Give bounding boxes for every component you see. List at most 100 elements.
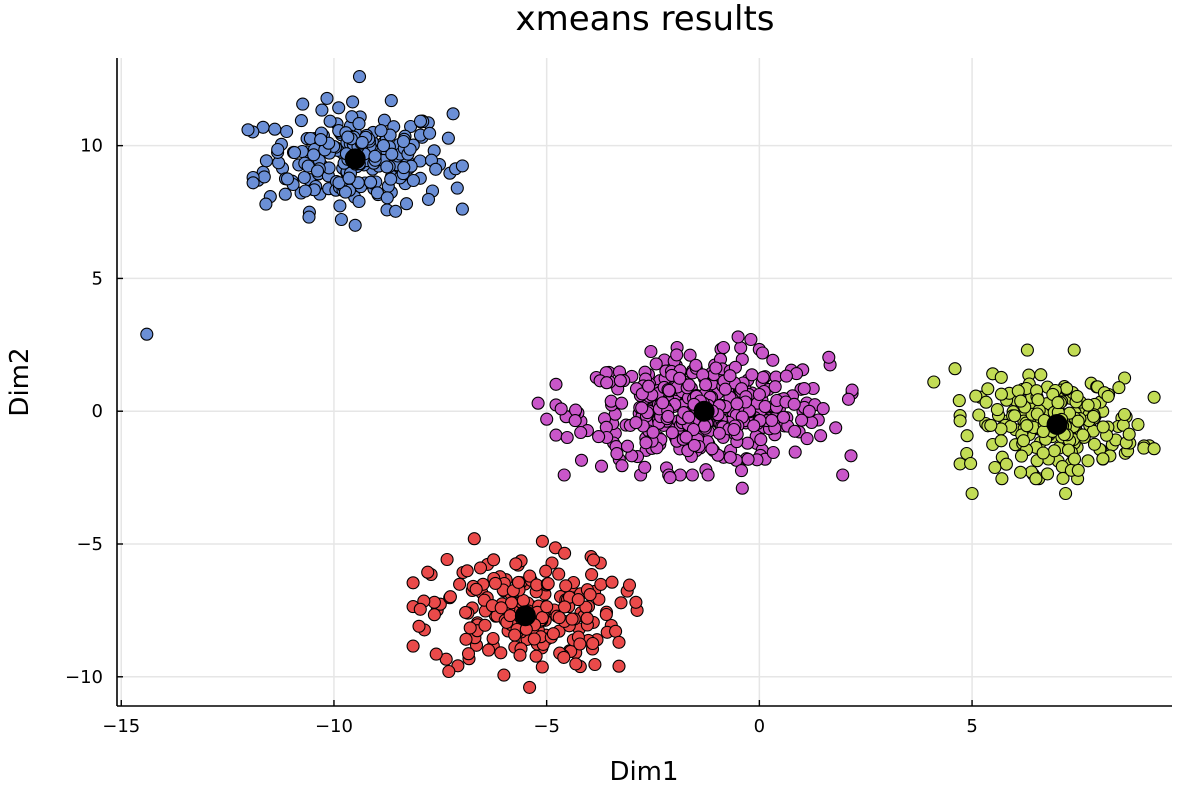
data-point-cluster-4 xyxy=(1131,417,1145,432)
data-point-cluster-3 xyxy=(594,577,608,591)
data-point-cluster-4 xyxy=(1031,393,1045,407)
data-point-cluster-2 xyxy=(718,382,732,396)
data-point-cluster-2 xyxy=(787,397,801,411)
data-point-cluster-4 xyxy=(1118,371,1132,385)
data-point-cluster-2 xyxy=(574,425,588,440)
data-point-cluster-3 xyxy=(599,607,613,622)
data-point-cluster-3 xyxy=(413,602,427,616)
data-point-cluster-2 xyxy=(685,468,699,482)
axes xyxy=(116,58,1172,707)
data-point-cluster-3 xyxy=(573,637,587,651)
chart-title: xmeans results xyxy=(516,0,775,39)
y-tick-label: 0 xyxy=(92,401,103,422)
data-point-cluster-1 xyxy=(348,218,362,232)
data-point-cluster-2 xyxy=(689,358,703,372)
x-tick-label: −5 xyxy=(533,716,560,737)
data-point-cluster-2 xyxy=(776,410,791,424)
data-point-cluster-4 xyxy=(1016,434,1031,448)
data-point-cluster-1 xyxy=(298,184,312,198)
data-point-cluster-2 xyxy=(615,459,629,473)
data-point-cluster-4 xyxy=(994,387,1008,401)
data-point-cluster-3 xyxy=(583,588,597,602)
data-point-cluster-2 xyxy=(836,468,850,482)
data-point-cluster-4 xyxy=(984,418,998,432)
data-point-cluster-3 xyxy=(523,569,537,583)
data-point-cluster-4 xyxy=(952,394,966,408)
data-point-cluster-1 xyxy=(385,147,399,161)
data-point-cluster-4 xyxy=(994,434,1008,448)
data-point-cluster-4 xyxy=(1081,454,1095,468)
data-point-cluster-4 xyxy=(972,408,986,422)
data-point-cluster-3 xyxy=(453,577,467,591)
data-point-cluster-3 xyxy=(482,643,496,657)
data-point-cluster-1 xyxy=(455,202,469,216)
data-point-cluster-3 xyxy=(459,632,473,646)
data-point-cluster-1 xyxy=(257,170,271,184)
data-point-cluster-2 xyxy=(560,430,574,445)
data-point-cluster-1 xyxy=(140,327,154,341)
data-point-cluster-4 xyxy=(1147,442,1161,456)
data-point-cluster-2 xyxy=(800,432,814,446)
data-point-cluster-4 xyxy=(1029,472,1043,486)
data-point-cluster-4 xyxy=(1047,444,1061,458)
data-point-cluster-1 xyxy=(342,171,356,185)
data-point-cluster-2 xyxy=(730,397,744,411)
data-point-cluster-1 xyxy=(352,117,366,131)
data-point-cluster-3 xyxy=(586,553,601,567)
data-point-cluster-1 xyxy=(374,124,388,138)
data-point-cluster-4 xyxy=(994,370,1008,384)
data-point-cluster-2 xyxy=(549,377,563,391)
data-point-cluster-1 xyxy=(450,181,464,195)
data-point-cluster-3 xyxy=(467,532,481,546)
data-point-cluster-3 xyxy=(442,664,456,679)
data-point-cluster-1 xyxy=(421,192,436,206)
data-point-cluster-3 xyxy=(539,564,553,578)
data-point-cluster-4 xyxy=(1014,394,1028,408)
data-point-cluster-4 xyxy=(1070,389,1084,403)
data-point-cluster-4 xyxy=(1147,390,1161,404)
data-point-cluster-1 xyxy=(364,175,378,189)
data-point-cluster-3 xyxy=(580,611,594,625)
data-point-cluster-2 xyxy=(540,412,554,426)
x-tick-label: 5 xyxy=(966,716,977,737)
data-point-cluster-3 xyxy=(494,601,508,615)
data-point-cluster-3 xyxy=(443,590,457,604)
data-point-cluster-3 xyxy=(473,561,488,575)
data-point-cluster-1 xyxy=(241,123,255,137)
data-point-cluster-2 xyxy=(683,348,697,362)
data-point-cluster-4 xyxy=(1051,396,1065,410)
data-point-cluster-4 xyxy=(1008,409,1022,423)
data-point-cluster-4 xyxy=(1020,343,1034,357)
data-point-cluster-1 xyxy=(332,101,346,115)
data-point-cluster-2 xyxy=(747,419,761,433)
data-point-cluster-1 xyxy=(341,130,355,144)
data-point-cluster-3 xyxy=(523,680,537,694)
data-point-cluster-2 xyxy=(841,392,856,406)
data-point-cluster-3 xyxy=(406,576,420,590)
data-point-cluster-3 xyxy=(406,639,420,653)
data-point-cluster-2 xyxy=(705,442,719,456)
data-point-cluster-4 xyxy=(964,456,978,471)
data-point-cluster-2 xyxy=(734,341,748,355)
data-point-cluster-1 xyxy=(406,173,420,188)
data-point-cluster-3 xyxy=(557,650,571,664)
data-point-cluster-1 xyxy=(278,187,292,201)
data-point-cluster-1 xyxy=(302,210,316,224)
data-point-cluster-3 xyxy=(535,660,549,674)
data-point-cluster-2 xyxy=(613,374,627,388)
data-point-cluster-1 xyxy=(268,122,282,136)
data-point-cluster-2 xyxy=(765,413,779,427)
data-point-cluster-3 xyxy=(487,553,501,567)
data-point-cluster-2 xyxy=(615,396,629,410)
data-point-cluster-3 xyxy=(527,632,541,646)
data-point-cluster-1 xyxy=(384,94,398,108)
data-point-cluster-1 xyxy=(399,197,414,211)
data-points xyxy=(140,70,1161,694)
data-point-cluster-2 xyxy=(744,332,758,347)
data-point-cluster-3 xyxy=(488,576,502,590)
data-point-cluster-3 xyxy=(513,648,527,662)
data-point-cluster-2 xyxy=(758,399,772,414)
data-point-cluster-3 xyxy=(427,608,441,622)
data-point-cluster-2 xyxy=(788,445,802,459)
data-point-cluster-2 xyxy=(673,371,687,385)
